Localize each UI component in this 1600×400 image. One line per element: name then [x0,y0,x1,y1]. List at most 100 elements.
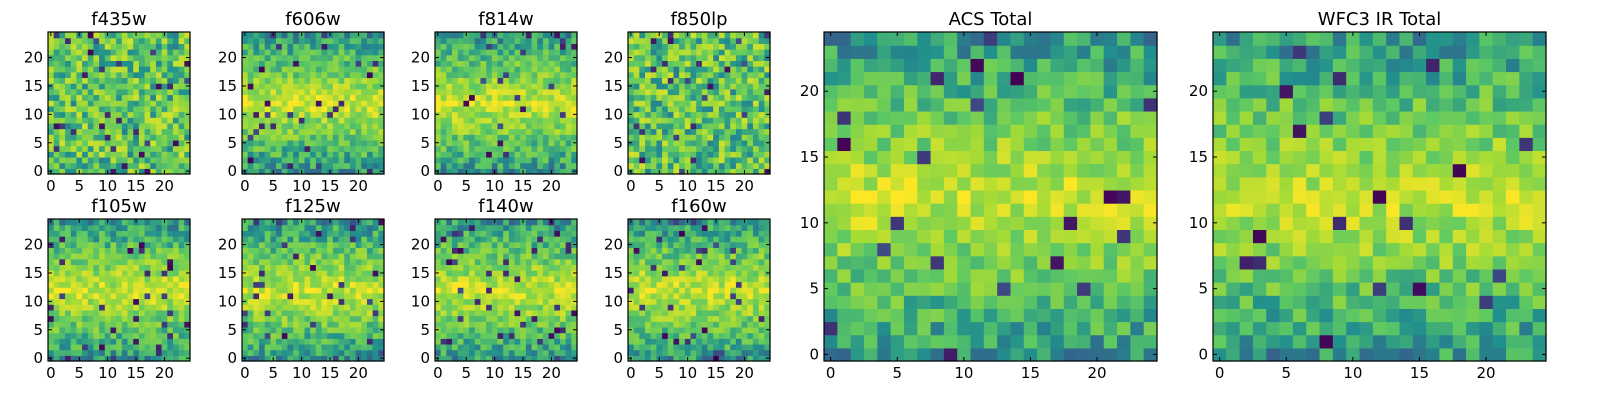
heatmap-cell [253,270,260,277]
heatmap-cell [440,332,447,339]
heatmap-cell [133,321,140,328]
heatmap-cell [452,94,459,101]
heatmap-cell [463,100,470,107]
heatmap-cell [452,162,459,169]
heatmap-cell [633,156,640,164]
heatmap-cell [332,156,340,164]
heatmap-cell [355,117,362,124]
heatmap-cell [161,230,168,237]
heatmap-cell [53,224,60,231]
heatmap-cell [172,54,180,61]
heatmap-cell [503,134,510,141]
heatmap-cell [259,60,266,67]
heatmap-cell [338,117,345,124]
heatmap-cell [150,355,157,362]
heatmap-cell [548,236,555,243]
heatmap-cell [542,49,550,56]
heatmap-cell [435,258,442,266]
heatmap-cell [253,54,260,61]
heatmap-cell [679,309,686,317]
heatmap-cell [571,49,578,56]
heatmap-cell [184,230,191,237]
heatmap-cell [93,77,100,84]
heatmap-cell [508,128,516,135]
heatmap-cell [747,156,754,164]
heatmap-cell [287,219,294,226]
heatmap-cell [378,162,385,169]
heatmap-cell [679,145,686,152]
heatmap-cell [718,122,726,130]
heatmap-cell [559,66,567,73]
heatmap-cell [293,281,300,288]
heatmap-cell [469,83,476,90]
heatmap-cell [121,66,129,73]
heatmap-cell [178,224,185,231]
heatmap-cell [435,145,442,152]
heatmap-cell [508,258,516,266]
heatmap-cell [508,264,516,271]
heatmap-cell [469,111,476,118]
heatmap-cell [133,349,140,356]
heatmap-cell [554,49,561,56]
heatmap-cell [690,326,697,334]
heatmap-cell [542,230,550,237]
heatmap-cell [76,134,83,141]
heatmap-cell [525,326,533,334]
heatmap-cell [281,241,289,248]
heatmap-cell [76,71,83,79]
heatmap-cell [327,349,334,356]
heatmap-cell [559,111,567,118]
heatmap-cell [172,145,180,152]
heatmap-cell [628,281,635,288]
heatmap-cell [315,304,323,311]
heatmap-cell [378,230,385,237]
heatmap-cell [497,134,504,141]
heatmap-cell [435,287,442,294]
heatmap-cell [486,117,493,124]
heatmap-cell [452,134,459,141]
heatmap-cell [276,54,283,61]
heatmap-cell [486,156,493,164]
heatmap-cell [503,71,510,79]
heatmap-cell [684,77,692,84]
heatmap-cell [565,83,572,90]
heatmap-cell [469,71,476,79]
heatmap-cell [298,139,306,147]
heatmap-cell [565,287,572,294]
heatmap-cell [491,105,499,113]
heatmap-cell [446,60,453,67]
heatmap-cell [332,37,340,44]
heatmap-cell [542,219,550,226]
heatmap-cell [65,270,72,277]
heatmap-cell [542,111,550,118]
heatmap-cell [457,128,464,135]
heatmap-cell [690,54,697,61]
heatmap-cell [758,338,765,345]
heatmap-cell [247,88,254,96]
heatmap-cell [48,315,55,322]
heatmap-cell [491,326,499,334]
heatmap-cell [167,105,174,113]
heatmap-cell [537,37,544,44]
heatmap-cell [310,60,317,67]
heatmap-cell [178,168,185,175]
heatmap-cell [53,275,60,283]
heatmap-cell [559,343,567,351]
heatmap-cell [474,49,482,56]
heatmap-cell [344,270,351,277]
heatmap-cell [76,230,83,237]
heatmap-cell [559,151,567,158]
heatmap-cell [486,241,493,248]
heatmap-cell [679,287,686,294]
heatmap-cell [276,321,283,328]
heatmap-cell [463,253,470,260]
heatmap-cell [349,304,357,311]
heatmap-cell [93,128,100,135]
heatmap-cell [701,77,709,84]
heatmap-cell [735,111,743,118]
heatmap-cell [548,49,555,56]
heatmap-cell [520,122,527,130]
heatmap-cell [752,309,760,317]
heatmap-cell [366,343,374,351]
heatmap-cell [747,338,754,345]
